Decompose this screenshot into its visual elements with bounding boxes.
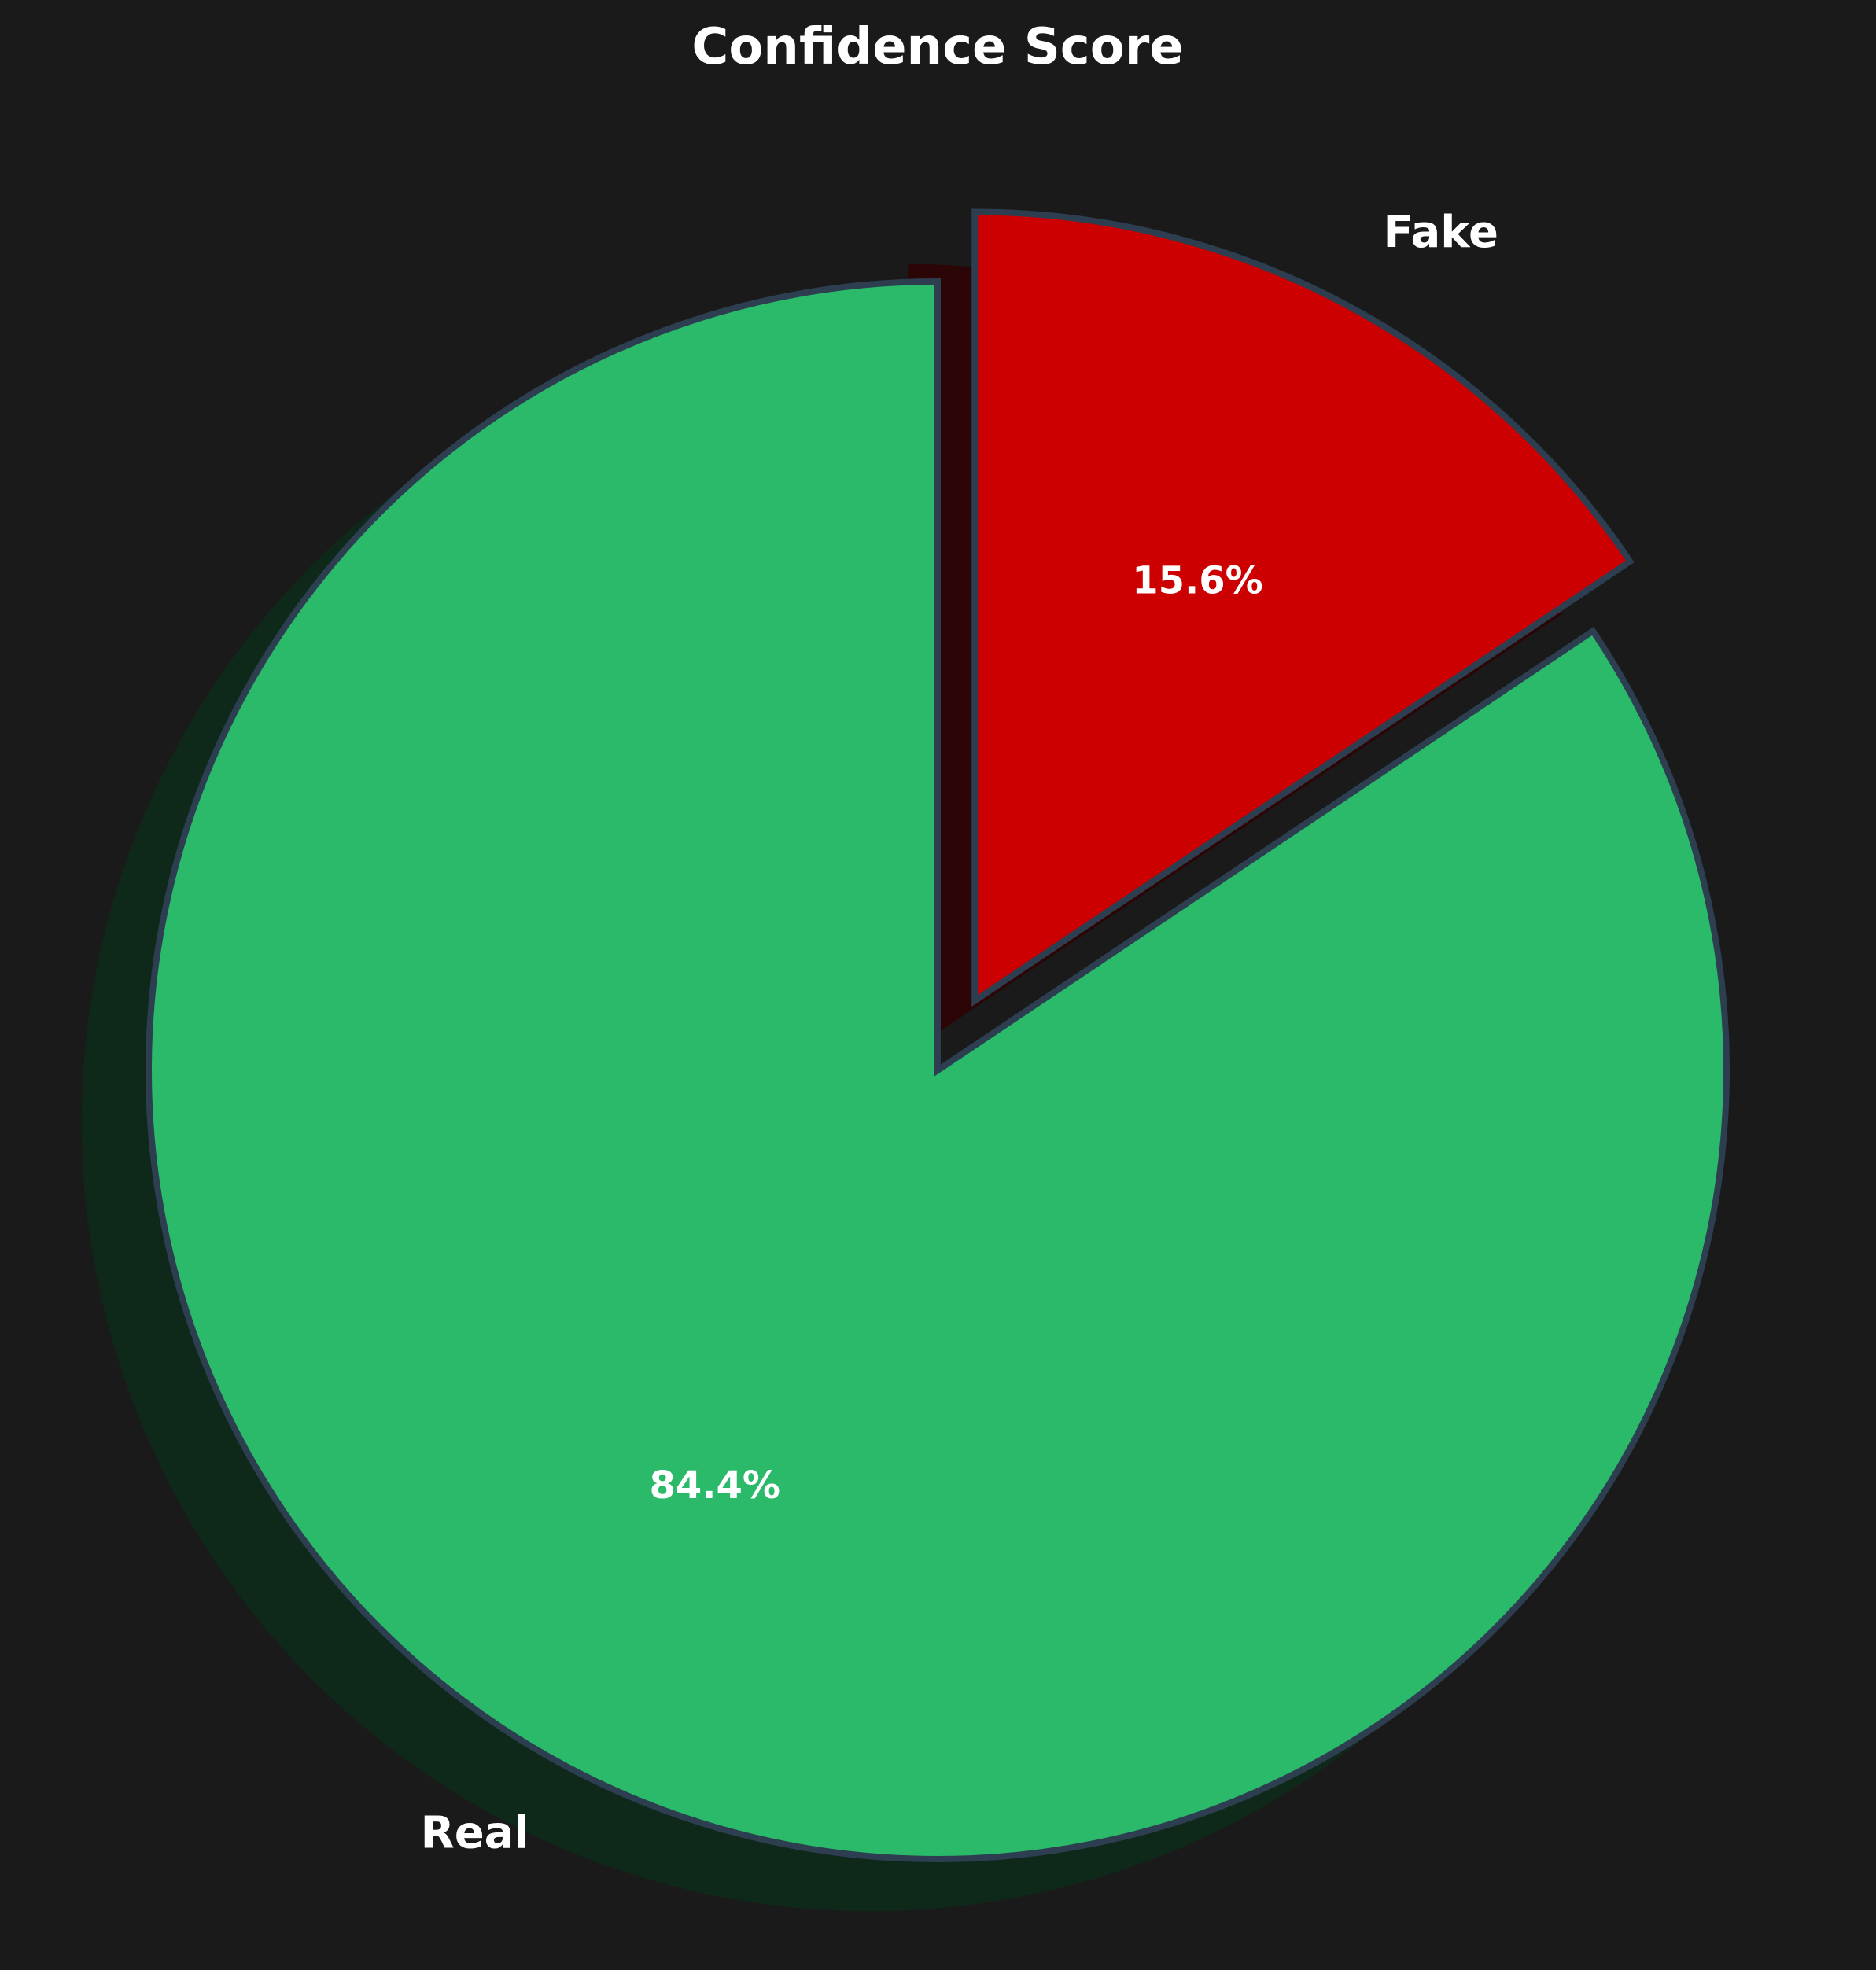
pie-label-layer: Fake 15.6% Real 84.4% <box>421 207 1498 1858</box>
chart-title: Confidence Score <box>691 18 1183 76</box>
slice-percent-label-fake: 15.6% <box>1132 559 1263 603</box>
pie-slice-fake <box>971 208 1635 1007</box>
pie-slice-real <box>146 278 1730 1862</box>
slice-label-real: Real <box>421 1808 529 1859</box>
slice-percent-label-real: 84.4% <box>649 1464 780 1508</box>
slice-label-fake: Fake <box>1384 207 1498 258</box>
pie-slice-layer <box>146 208 1730 1862</box>
